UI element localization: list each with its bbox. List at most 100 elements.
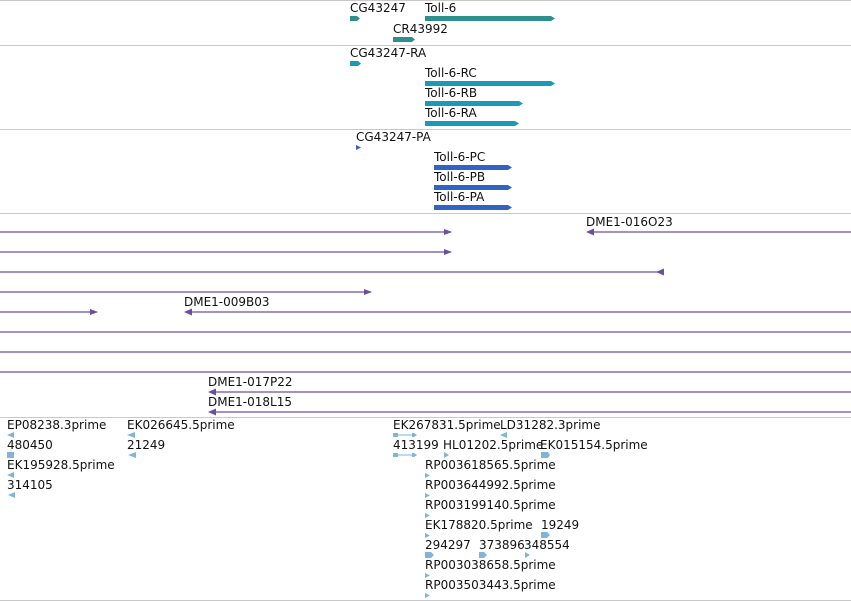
feature-glyph[interactable] [393, 37, 415, 42]
est-feature-ek026645-5prime[interactable]: EK026645.5prime [127, 418, 235, 438]
feature-label: LD31282.3prime [500, 418, 601, 432]
feature-glyph[interactable] [425, 533, 430, 538]
est-feature-21249[interactable]: 21249 [127, 438, 165, 458]
feature-label: CG43247-RA [350, 46, 427, 60]
feature-glyph[interactable] [7, 472, 14, 478]
feature-glyph[interactable] [434, 165, 512, 170]
feature-label: RP003038658.5prime [425, 558, 556, 572]
feature-label: DME1-009B03 [184, 295, 270, 309]
est-feature-ek195928-5prime[interactable]: EK195928.5prime [7, 458, 115, 478]
feature-glyph[interactable] [425, 573, 430, 578]
feature-label: RP003199140.5prime [425, 498, 556, 512]
feature-glyph[interactable] [356, 145, 361, 150]
clone-start-arrow [656, 268, 664, 276]
gene-track: CG43247 Toll-6 CR43992 [350, 1, 555, 42]
gene-feature-cr43992[interactable]: CR43992 [393, 22, 448, 42]
feature-glyph[interactable] [425, 81, 555, 86]
feature-label: 348554 [524, 538, 570, 552]
feature-glyph[interactable] [127, 432, 135, 438]
feature-glyph[interactable] [434, 205, 512, 210]
est-feature-rp003503443-5prime[interactable]: RP003503443.5prime [425, 578, 556, 598]
transcript-feature-cg43247-ra[interactable]: CG43247-RA [350, 46, 427, 66]
feature-glyph[interactable] [425, 552, 434, 558]
feature-glyph[interactable] [128, 452, 136, 458]
feature-label: 19249 [541, 518, 579, 532]
feature-label: RP003644992.5prime [425, 478, 556, 492]
feature-label: CR43992 [393, 22, 448, 36]
clone-feature-dme1-018l15[interactable]: DME1-018L15 [208, 395, 851, 416]
feature-glyph[interactable] [7, 432, 14, 438]
feature-glyph[interactable] [350, 61, 361, 66]
est-feature-480450[interactable]: 480450 [7, 438, 53, 458]
est-feature-rp003038658-5prime[interactable]: RP003038658.5prime [425, 558, 556, 578]
feature-glyph[interactable] [425, 101, 523, 106]
feature-glyph[interactable] [425, 513, 430, 518]
protein-feature-cg43247-pa[interactable]: CG43247-PA [356, 130, 432, 150]
transcript-feature-toll-6-rc[interactable]: Toll-6-RC [424, 66, 555, 86]
feature-glyph[interactable] [425, 593, 430, 598]
feature-label: 480450 [7, 438, 53, 452]
transcript-track: CG43247-RA Toll-6-RC Toll-6-RB Toll-6-RA [350, 46, 555, 126]
est-feature-373896[interactable]: 373896 [479, 538, 525, 558]
feature-glyph[interactable] [425, 121, 519, 126]
feature-glyph[interactable] [434, 185, 512, 190]
gene-feature-toll-6[interactable]: Toll-6 [424, 1, 555, 21]
clone-feature-dme1-017p22[interactable]: DME1-017P22 [208, 375, 851, 396]
est-feature-ek178820-5prime[interactable]: EK178820.5prime [425, 518, 533, 538]
clone-feature-dme1-009b03[interactable]: DME1-009B03 [184, 295, 851, 316]
est-feature-348554[interactable]: 348554 [524, 538, 570, 558]
clone-feature-dme1-016o23[interactable]: DME1-016O23 [586, 215, 851, 236]
protein-feature-toll-6-pa[interactable]: Toll-6-PA [433, 190, 512, 210]
est-feature-ek267831-5prime[interactable]: EK267831.5prime [393, 418, 501, 437]
est-feature-rp003644992-5prime[interactable]: RP003644992.5prime [425, 478, 556, 498]
feature-label: Toll-6-PB [433, 170, 485, 184]
protein-feature-toll-6-pb[interactable]: Toll-6-PB [433, 170, 512, 190]
feature-glyph[interactable] [425, 493, 430, 498]
feature-glyph[interactable] [444, 452, 449, 458]
feature-glyph[interactable] [425, 16, 555, 21]
est-feature-314105[interactable]: 314105 [7, 478, 53, 498]
feature-glyph[interactable] [525, 552, 530, 558]
feature-glyph[interactable] [7, 452, 14, 458]
feature-label: 314105 [7, 478, 53, 492]
protein-feature-toll-6-pc[interactable]: Toll-6-PC [433, 150, 512, 170]
feature-label: Toll-6-RB [424, 86, 477, 100]
feature-glyph[interactable] [425, 473, 430, 478]
feature-label: Toll-6-RA [424, 106, 477, 120]
feature-label: EK195928.5prime [7, 458, 115, 472]
feature-label: DME1-018L15 [208, 395, 292, 409]
clone-row-3[interactable] [0, 268, 664, 276]
protein-track: CG43247-PA Toll-6-PC Toll-6-PB Toll-6-PA [356, 130, 512, 210]
feature-label: 373896 [479, 538, 525, 552]
feature-label: Toll-6 [424, 1, 456, 15]
feature-label: CG43247 [350, 1, 406, 15]
feature-label: 21249 [127, 438, 165, 452]
feature-glyph[interactable] [541, 532, 550, 538]
est-feature-413199[interactable]: 413199 [393, 438, 439, 457]
feature-label: EK178820.5prime [425, 518, 533, 532]
feature-glyph[interactable] [393, 453, 417, 457]
est-feature-ep08238-3prime[interactable]: EP08238.3prime [7, 418, 106, 438]
gene-feature-cg43247[interactable]: CG43247 [350, 1, 406, 21]
feature-label: Toll-6-RC [424, 66, 477, 80]
transcript-feature-toll-6-rb[interactable]: Toll-6-RB [424, 86, 523, 106]
feature-glyph[interactable] [500, 432, 507, 438]
est-feature-rp003199140-5prime[interactable]: RP003199140.5prime [425, 498, 556, 518]
feature-glyph[interactable] [350, 16, 360, 21]
est-track: EP08238.3prime 480450 EK195928.5prime 31… [7, 418, 648, 598]
est-feature-294297[interactable]: 294297 [425, 538, 471, 558]
feature-label: EK026645.5prime [127, 418, 235, 432]
feature-glyph[interactable] [8, 492, 15, 498]
feature-glyph[interactable] [541, 452, 550, 458]
est-feature-ld31282-3prime[interactable]: LD31282.3prime [500, 418, 601, 438]
transcript-feature-toll-6-ra[interactable]: Toll-6-RA [424, 106, 519, 126]
est-feature-19249[interactable]: 19249 [541, 518, 579, 538]
feature-label: EP08238.3prime [7, 418, 106, 432]
est-feature-hl01202-5prime[interactable]: HL01202.5prime [443, 438, 543, 458]
feature-label: CG43247-PA [356, 130, 432, 144]
feature-glyph[interactable] [479, 552, 487, 558]
est-feature-rp003618565-5prime[interactable]: RP003618565.5prime [425, 458, 556, 478]
feature-glyph[interactable] [393, 433, 417, 437]
est-feature-ek015154-5prime[interactable]: EK015154.5prime [540, 438, 648, 458]
